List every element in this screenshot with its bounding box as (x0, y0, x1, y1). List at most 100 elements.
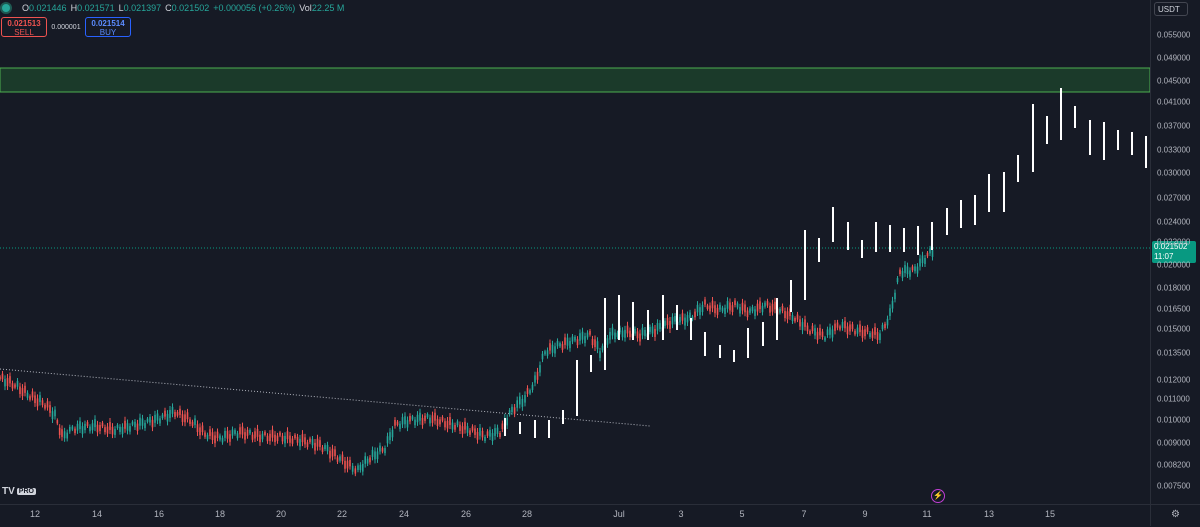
candle-body (804, 319, 806, 327)
price-tick-label: 0.022000 (1157, 237, 1191, 247)
close-label: C (165, 3, 172, 13)
candle-body (769, 305, 771, 313)
price-tick-label: 0.012000 (1157, 375, 1191, 385)
candle-body (599, 351, 601, 358)
candle-body (626, 325, 629, 334)
time-tick-label: 7 (801, 509, 807, 519)
candle-body (106, 426, 109, 434)
sell-button[interactable]: 0.021513 SELL (1, 17, 47, 37)
candle-body (384, 448, 386, 454)
candle-body (204, 432, 206, 437)
candle-body (394, 419, 396, 426)
sell-price: 0.021513 (7, 19, 41, 28)
candle-body (146, 418, 149, 422)
candle-body (836, 322, 839, 328)
candle-body (396, 421, 399, 425)
price-tick-label: 0.015000 (1157, 324, 1191, 334)
candle-body (466, 426, 469, 433)
candle-body (66, 432, 68, 439)
candle-body (406, 420, 409, 428)
candle-body (864, 329, 866, 337)
candle-body (871, 331, 874, 338)
candle-body (556, 340, 559, 347)
time-tick-label: 12 (29, 509, 41, 519)
candle-body (79, 421, 81, 430)
candle-body (171, 406, 174, 414)
chart-pane[interactable]: O 0.021446 H 0.021571 L 0.021397 C 0.021502 … (0, 0, 1151, 504)
candle-body (929, 248, 931, 254)
buy-button[interactable]: 0.021514 BUY (85, 17, 131, 37)
candle-body (9, 376, 11, 384)
candle-body (649, 326, 651, 332)
time-axis[interactable] (0, 504, 1150, 527)
candle-body (362, 463, 364, 472)
candle-body (886, 318, 889, 326)
lightning-icon[interactable]: ⚡ (931, 489, 945, 503)
candle-body (71, 426, 74, 430)
candle-body (634, 328, 636, 334)
trend-line[interactable] (0, 368, 651, 427)
candle-body (621, 330, 624, 338)
candle-body (329, 450, 331, 459)
price-chart[interactable] (0, 0, 1151, 504)
candle-body (151, 419, 154, 428)
candle-body (314, 442, 316, 451)
time-tick-label: 11 (922, 509, 932, 519)
time-tick-label: 3 (678, 509, 684, 519)
candle-body (456, 421, 459, 426)
candle-body (816, 331, 819, 340)
candle-body (114, 429, 116, 435)
currency-button[interactable]: USDT (1154, 2, 1188, 16)
price-tick-label: 0.033000 (1157, 145, 1191, 155)
candle-body (26, 392, 29, 398)
candle-body (24, 385, 26, 393)
time-tick-label: 13 (983, 509, 995, 519)
candle-body (81, 426, 84, 434)
price-tick-label: 0.041000 (1157, 97, 1191, 107)
candle-body (391, 429, 394, 438)
candle-body (684, 317, 686, 326)
tradingview-logo[interactable]: TV PRO (2, 486, 36, 497)
candle-body (579, 333, 581, 341)
candle-body (89, 426, 91, 432)
candle-body (674, 315, 676, 322)
candle-body (201, 425, 204, 433)
candle-body (19, 386, 21, 395)
candle-body (801, 322, 804, 331)
price-tick-label: 0.024000 (1157, 217, 1191, 227)
gear-icon[interactable]: ⚙ (1171, 509, 1180, 520)
candle-body (701, 304, 704, 313)
candle-body (111, 426, 114, 435)
candle-body (651, 326, 654, 334)
candle-body (926, 252, 929, 257)
candle-body (446, 420, 449, 429)
candle-body (289, 435, 291, 443)
candle-body (696, 304, 699, 313)
candle-body (206, 434, 209, 440)
candle-body (266, 435, 269, 442)
resistance-zone[interactable] (0, 67, 1151, 93)
price-tick-label: 0.037000 (1157, 121, 1191, 131)
candle-body (219, 435, 221, 440)
candle-body (441, 416, 444, 421)
current-price-value: 0.021502 (1154, 242, 1188, 251)
candle-body (176, 411, 179, 416)
candle-body (659, 323, 661, 329)
candle-body (531, 384, 534, 390)
candle-body (166, 413, 169, 422)
candle-body (566, 337, 569, 346)
volume-label: Vol (299, 3, 312, 13)
candle-body (241, 426, 244, 435)
candle-body (86, 422, 89, 427)
candle-body (806, 325, 809, 332)
candle-body (791, 315, 794, 322)
candle-body (374, 451, 376, 460)
candle-body (371, 449, 374, 457)
candle-body (559, 343, 561, 347)
candles-group (0, 245, 934, 477)
candle-body (251, 434, 254, 440)
candle-body (274, 434, 276, 443)
time-tick-label: 9 (862, 509, 868, 519)
candle-body (861, 329, 864, 338)
candle-body (169, 409, 171, 418)
